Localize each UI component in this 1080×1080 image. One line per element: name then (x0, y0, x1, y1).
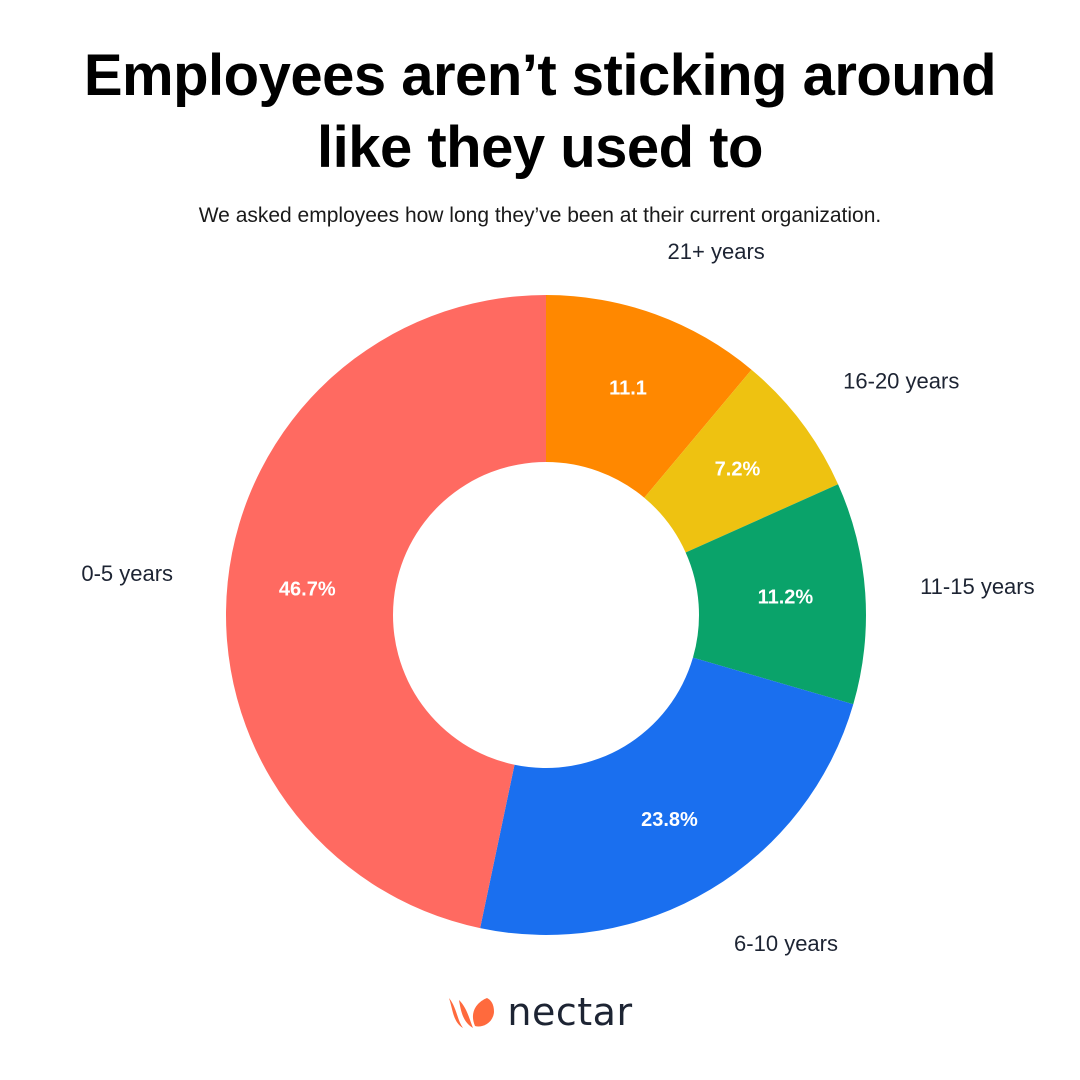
category-label-21-years: 21+ years (668, 239, 765, 264)
value-label-21-years: 11.1 (609, 378, 647, 400)
value-label-11-15-years: 11.2% (758, 587, 814, 609)
brand-name: nectar (507, 990, 633, 1034)
chart-title: Employees aren’t sticking around like th… (0, 40, 1080, 184)
brand-footer: nectar (0, 990, 1080, 1034)
value-label-6-10-years: 23.8% (641, 809, 698, 831)
slice-21-years (546, 295, 752, 498)
value-label-16-20-years: 7.2% (715, 459, 761, 481)
category-label-0-5-years: 0-5 years (81, 561, 173, 586)
chart-title-line-2: like they used to (317, 115, 763, 180)
slice-16-20-years (644, 369, 839, 553)
value-label-0-5-years: 46.7% (279, 578, 336, 600)
slice-11-15-years (685, 484, 866, 705)
chart-title-line-1: Employees aren’t sticking around (83, 43, 997, 108)
category-label-16-20-years: 16-20 years (843, 369, 959, 394)
chart-subtitle: We asked employees how long they’ve been… (198, 204, 882, 227)
category-label-11-15-years: 11-15 years (920, 574, 1035, 599)
slice-0-5-years (226, 295, 546, 929)
category-label-6-10-years: 6-10 years (734, 931, 838, 956)
slice-6-10-years (480, 657, 854, 935)
nectar-petal-logo-icon (449, 998, 495, 1028)
